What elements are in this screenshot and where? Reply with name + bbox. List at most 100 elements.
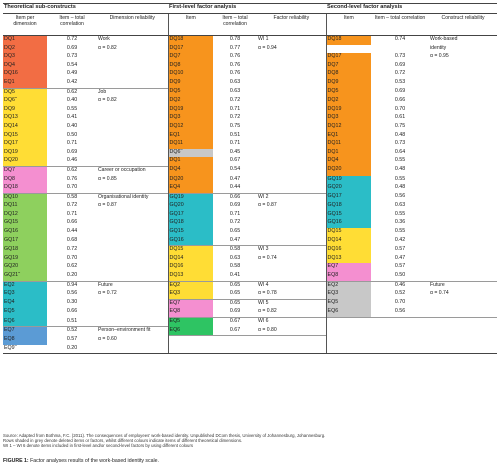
group1-item-cell: DQ12 [3,210,47,220]
table-row: DQ16 0.49 DQ10 0.76 DQ8 0.72 [3,70,497,79]
group3-item-cell: GQ16 [325,219,372,229]
group2-reliability-cell: WI 5 [257,298,327,309]
group3-correlation-cell: 0.55 [394,228,406,235]
group3-reliability-cell [429,166,497,175]
group2-correlation-cell: 0.67 [213,316,258,327]
group3-reliability-cell [429,327,497,336]
group2-correlation-cell: 0.63 [229,254,241,261]
group2-item-cell: EQ5 [167,316,214,327]
group1-reliability-cell [97,246,168,255]
group3-item-cell: EQ2 [325,280,372,291]
group2-correlation-cell: 0.72 [229,97,241,104]
g2-corr-header: Item – total correlation [213,13,258,36]
group1-correlation-cell: 0.71 [66,210,78,217]
group2-item-cell: GQ19 [167,192,214,203]
factor-analysis-table: Theoretical sub-constructs First-level f… [3,3,498,355]
group3-correlation-cell: 0.56 [394,193,406,200]
group2-item-cell: DQ8 [167,61,214,71]
group3-item-cell: EQ7 [325,263,372,273]
group1-correlation-cell: 0.44 [66,228,78,235]
group3-item-cell: DQ7 [325,61,372,71]
group2-item-cell: DQ4 [167,166,214,176]
group1-item-cell: DQ16 [3,70,47,79]
group3-reliability-cell [429,70,497,79]
group3-correlation-cell: 0.74 [394,36,406,42]
group2-correlation-cell: 0.67 [229,157,241,164]
group3-item-cell: GQ18 [325,202,372,211]
group2-correlation-cell: 0.69 [229,308,241,315]
table-row: DQ18 0.70 EQ4 0.44 GQ20 0.48 [3,184,497,194]
group2-item-cell: DQ14 [167,254,214,264]
group2-reliability-cell [257,149,326,158]
group2-reliability-cell [257,114,326,123]
group3-reliability-cell [429,237,497,246]
group2-reliability-cell: WI 2 [257,192,327,203]
group1-correlation-cell: 0.70 [66,184,78,191]
group3-correlation-cell: 0.57 [394,263,406,270]
figure-caption: FIGURE 1: Factor analyses results of the… [3,458,497,464]
group2-item-cell: GQ15 [167,228,214,237]
group2-item-cell: DQ1 [167,157,214,167]
group3-item-cell: GQ15 [325,210,372,220]
group3-reliability-cell [429,308,497,317]
table-row: DQ6a 0.40 α = 0.82 DQ2 0.72 DQ2 0.66 [3,97,497,106]
group2-title: First-level factor analysis [168,3,327,14]
group2-item-cell: DQ5 [167,88,214,98]
group2-correlation-cell: 0.63 [229,88,241,95]
group1-reliability-cell [97,237,168,246]
caption-label: FIGURE 1: [3,458,29,464]
group1-item-cell: DQ15 [3,131,47,141]
group3-reliability-cell [429,272,497,281]
group1-reliability-cell [97,62,168,71]
g3-rel-header: Construct reliability [429,13,498,36]
group3-title: Second-level factor analysis [326,3,498,14]
group2-item-cell: EQ7 [167,298,214,309]
group3-correlation-cell: 0.46 [371,280,430,291]
table-row: DQ9 0.55 DQ19 0.71 DQ19 0.70 [3,105,497,115]
group3-correlation-cell: 0.48 [394,184,406,191]
table-row: EQ5 0.66 EQ8 0.69 α = 0.82 EQ6 0.56 [3,308,497,318]
group3-item-cell: EQ1 [325,131,372,141]
group2-reliability-cell [257,228,326,237]
group1-correlation-cell: 0.66 [66,219,78,226]
group3-correlation-cell: 0.42 [394,236,406,243]
group2-reliability-cell [257,272,326,281]
group1-reliability-cell: α = 0.60 [98,335,117,342]
group3-item-cell: DQ15 [325,228,372,237]
group3-correlation-cell: 0.66 [394,97,406,104]
table-row: DQ17 0.71 DQ11 0.71 DQ11 0.73 [3,140,497,149]
group1-item-cell: DQ4 [3,61,47,71]
group1-reliability-cell: Work [98,36,110,42]
group2-item-cell: EQ4 [167,184,214,194]
group1-correlation-cell: 0.68 [66,236,78,243]
group2-correlation-cell: 0.51 [229,131,241,138]
group1-reliability-cell: Organisational identity [97,192,169,203]
group1-item-cell: DQ19 [3,148,47,158]
group2-correlation-cell: 0.72 [229,219,241,226]
table-row: GQ18 0.72 DQ15 0.58 WI 3 DQ16 0.57 [3,245,497,255]
table-row: DQ7 0.62 Career or occupation DQ4 0.54 DQ20 0.… [3,165,497,176]
group2-item-cell: EQ2 [167,280,214,291]
table-row: EQ1 0.42 DQ9 0.63 DQ9 0.53 [3,78,497,89]
group1-reliability-cell [97,272,168,281]
table-row: DQ1 0.72 Work DQ18 0.78 WI 1 DQ18 0.74 Work-base… [3,35,497,45]
group3-correlation-cell [371,316,430,327]
table-row: DQ19 0.69 DQ6a 0.45 DQ1 0.64 [3,148,497,158]
group1-correlation-cell: 0.72 [66,36,78,42]
group3-item-cell: GQ19 [325,175,372,185]
group1-reliability-cell [97,149,168,158]
group3-correlation-cell: 0.72 [394,70,406,77]
group3-item-cell: DQ4 [325,157,372,167]
group2-correlation-cell [213,335,258,345]
table-row: GQ19 0.70 DQ14 0.63 α = 0.74 DQ13 0.47 [3,254,497,264]
footnote-marker: a [180,148,183,151]
group2-correlation-cell: 0.45 [229,148,241,155]
group1-reliability-cell [97,211,168,220]
group3-item-cell: DQ2 [325,97,372,106]
group2-reliability-cell: α = 0.80 [258,326,277,333]
group3-item-cell: DQ17 [325,53,372,62]
group3-item-cell [325,335,372,345]
table-row: DQ5 0.62 Job DQ5 0.63 DQ5 0.69 [3,87,497,98]
group2-item-cell: GQ20 [167,202,214,211]
